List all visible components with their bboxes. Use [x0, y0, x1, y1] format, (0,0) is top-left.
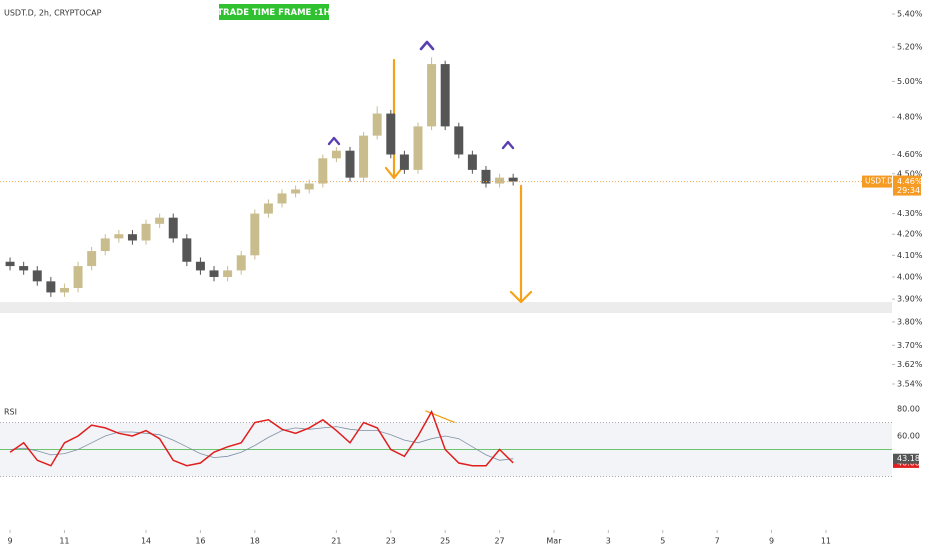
y-tick-label: 5.20% — [897, 43, 923, 52]
x-tick-label: Mar — [546, 537, 562, 546]
candle-body — [100, 238, 110, 252]
candle-body — [182, 238, 192, 262]
y-tick-label: 4.20% — [897, 230, 923, 239]
x-tick-label: 14 — [141, 537, 151, 546]
candle-body — [277, 193, 287, 204]
annotation-box — [219, 4, 329, 20]
candle-body — [372, 113, 382, 136]
symbol-tag — [862, 175, 892, 188]
caret — [327, 136, 341, 146]
y-tick-label: 4.30% — [897, 209, 923, 218]
candle-body — [427, 64, 437, 127]
price-tag — [893, 175, 921, 196]
candle-body — [155, 217, 165, 224]
candle-body — [168, 217, 178, 239]
candle-body — [127, 234, 137, 241]
x-tick-label: 9 — [8, 537, 13, 546]
x-tick-label: 3 — [606, 537, 611, 546]
x-tick-label: 18 — [250, 537, 260, 546]
candle-body — [209, 270, 219, 277]
candle-body — [508, 177, 518, 182]
value-tag — [893, 453, 919, 464]
candle-body — [359, 135, 369, 178]
arrow — [509, 184, 533, 304]
candle-body — [19, 266, 29, 271]
candle-body — [32, 270, 42, 282]
y-tick-label: 3.80% — [897, 317, 923, 326]
candle-body — [413, 126, 423, 170]
symbol: USDT.D — [865, 177, 893, 186]
rsi-line — [9, 409, 514, 467]
y-tick-label: 3.70% — [897, 341, 923, 350]
x-tick-label: 27 — [494, 537, 504, 546]
y-tick-label: 60.00 — [897, 432, 920, 441]
y-tick-label: 4.10% — [897, 251, 923, 260]
candle-body — [263, 203, 273, 214]
y-tick-label: 5.00% — [897, 77, 923, 86]
x-tick-label: 16 — [195, 537, 205, 546]
x-tick-label: 25 — [440, 537, 450, 546]
candle-body — [399, 154, 409, 170]
candle-body — [73, 266, 83, 288]
y-tick-label: 4.80% — [897, 113, 923, 122]
countdown: 29:34 — [897, 186, 920, 195]
candle-body — [467, 154, 477, 170]
candle-body — [304, 183, 314, 190]
caret — [501, 140, 515, 150]
x-tick-label: 9 — [769, 537, 774, 546]
candle-body — [195, 261, 205, 271]
x-tick-label: 11 — [821, 537, 831, 546]
rsi-title: RSI — [4, 408, 17, 417]
y-tick-label: 4.60% — [897, 150, 923, 159]
y-tick-label: 80.00 — [897, 405, 920, 414]
x-tick-label: 21 — [331, 537, 341, 546]
candle-body — [223, 270, 233, 277]
candle-body — [114, 234, 124, 239]
zone — [0, 302, 892, 313]
candle-body — [236, 255, 246, 271]
candle-body — [46, 281, 56, 293]
annotation: TRADE TIME FRAME :1H — [217, 8, 331, 18]
x-tick-label: 11 — [59, 537, 69, 546]
y-tick-label: 5.40% — [897, 10, 923, 19]
y-tick-label: 3.90% — [897, 295, 923, 304]
candle-body — [250, 213, 260, 256]
candle-body — [5, 261, 15, 267]
chart-title: USDT.D, 2h, CRYPTOCAP — [4, 9, 102, 18]
candle-body — [59, 287, 69, 293]
value-label: 43.18 — [897, 454, 920, 463]
candle-body — [331, 150, 341, 159]
x-tick-label: 7 — [715, 537, 720, 546]
candle-body — [318, 158, 328, 184]
price-label: 4.46% — [897, 177, 923, 186]
candle-body — [386, 113, 396, 155]
y-tick-label: 4.50% — [897, 169, 923, 178]
y-tick-label: 4.00% — [897, 272, 923, 281]
candle-body — [481, 169, 491, 184]
y-tick-label: 3.54% — [897, 380, 923, 389]
candle-body — [495, 177, 505, 184]
candle-body — [87, 251, 97, 267]
x-tick-label: 5 — [660, 537, 665, 546]
candle-body — [345, 150, 355, 178]
rsi-line — [10, 426, 514, 461]
candle-body — [291, 189, 301, 194]
x-tick-label: 23 — [386, 537, 396, 546]
candle-body — [440, 64, 450, 127]
candle-body — [454, 126, 464, 155]
candle-body — [141, 223, 151, 241]
caret — [419, 40, 435, 51]
y-tick-label: 3.62% — [897, 360, 923, 369]
